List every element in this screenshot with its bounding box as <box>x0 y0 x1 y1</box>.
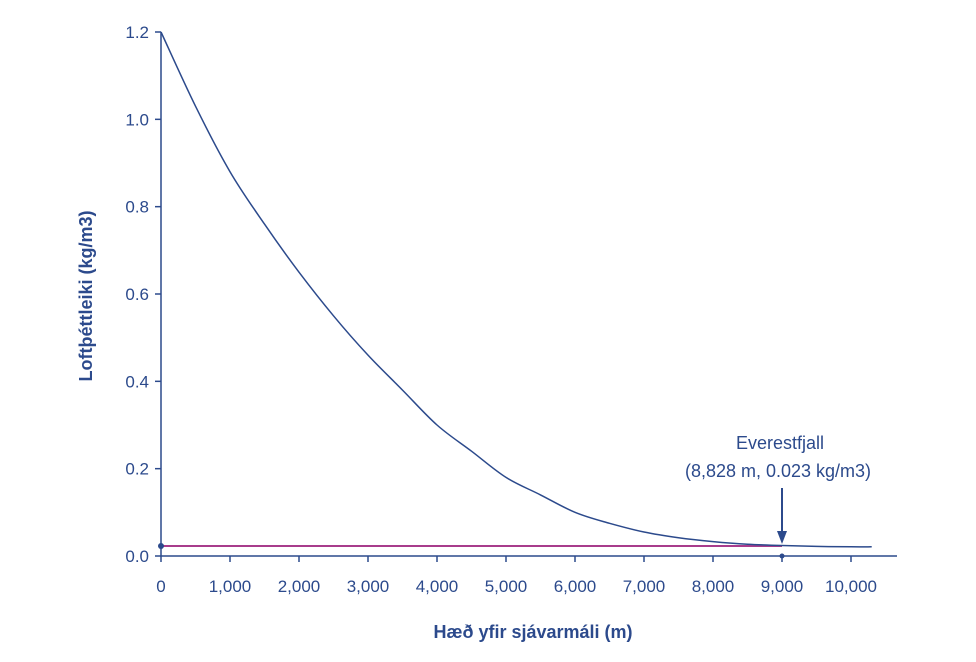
x-tick-label: 9,000 <box>761 577 804 596</box>
x-tick-label: 10,000 <box>825 577 877 596</box>
y-axis-ticks: 0.0 0.2 0.4 0.6 0.8 1.0 1.2 <box>125 23 161 566</box>
annotation-arrow-head <box>777 531 787 544</box>
x-tick-label: 3,000 <box>347 577 390 596</box>
x-tick-label: 0 <box>156 577 165 596</box>
reference-start-point <box>158 542 164 549</box>
x-tick-label: 1,000 <box>209 577 252 596</box>
x-tick-label: 7,000 <box>623 577 666 596</box>
y-tick-label: 0.0 <box>125 547 149 566</box>
y-tick-label: 0.6 <box>125 285 149 304</box>
annotation-title: Everestfjall <box>736 433 824 453</box>
density-curve <box>160 31 872 548</box>
x-tick-label: 8,000 <box>692 577 735 596</box>
y-tick-label: 0.2 <box>125 460 149 479</box>
y-tick-label: 1.2 <box>125 23 149 42</box>
x-tick-label: 5,000 <box>485 577 528 596</box>
everest-point <box>779 553 785 559</box>
y-tick-label: 0.8 <box>125 198 149 217</box>
x-axis-ticks: 0 1,000 2,000 3,000 4,000 5,000 6,000 7,000 8,00… <box>156 556 877 596</box>
x-tick-label: 4,000 <box>416 577 459 596</box>
y-tick-label: 0.4 <box>125 372 149 391</box>
annotation-detail: (8,828 m, 0.023 kg/m3) <box>685 461 871 481</box>
y-axis-title: Loftþéttleiki (kg/m3) <box>76 210 96 381</box>
x-axis-title: Hæð yfir sjávarmáli (m) <box>433 622 632 642</box>
x-tick-label: 6,000 <box>554 577 597 596</box>
y-tick-label: 1.0 <box>125 110 149 129</box>
x-tick-label: 2,000 <box>278 577 321 596</box>
